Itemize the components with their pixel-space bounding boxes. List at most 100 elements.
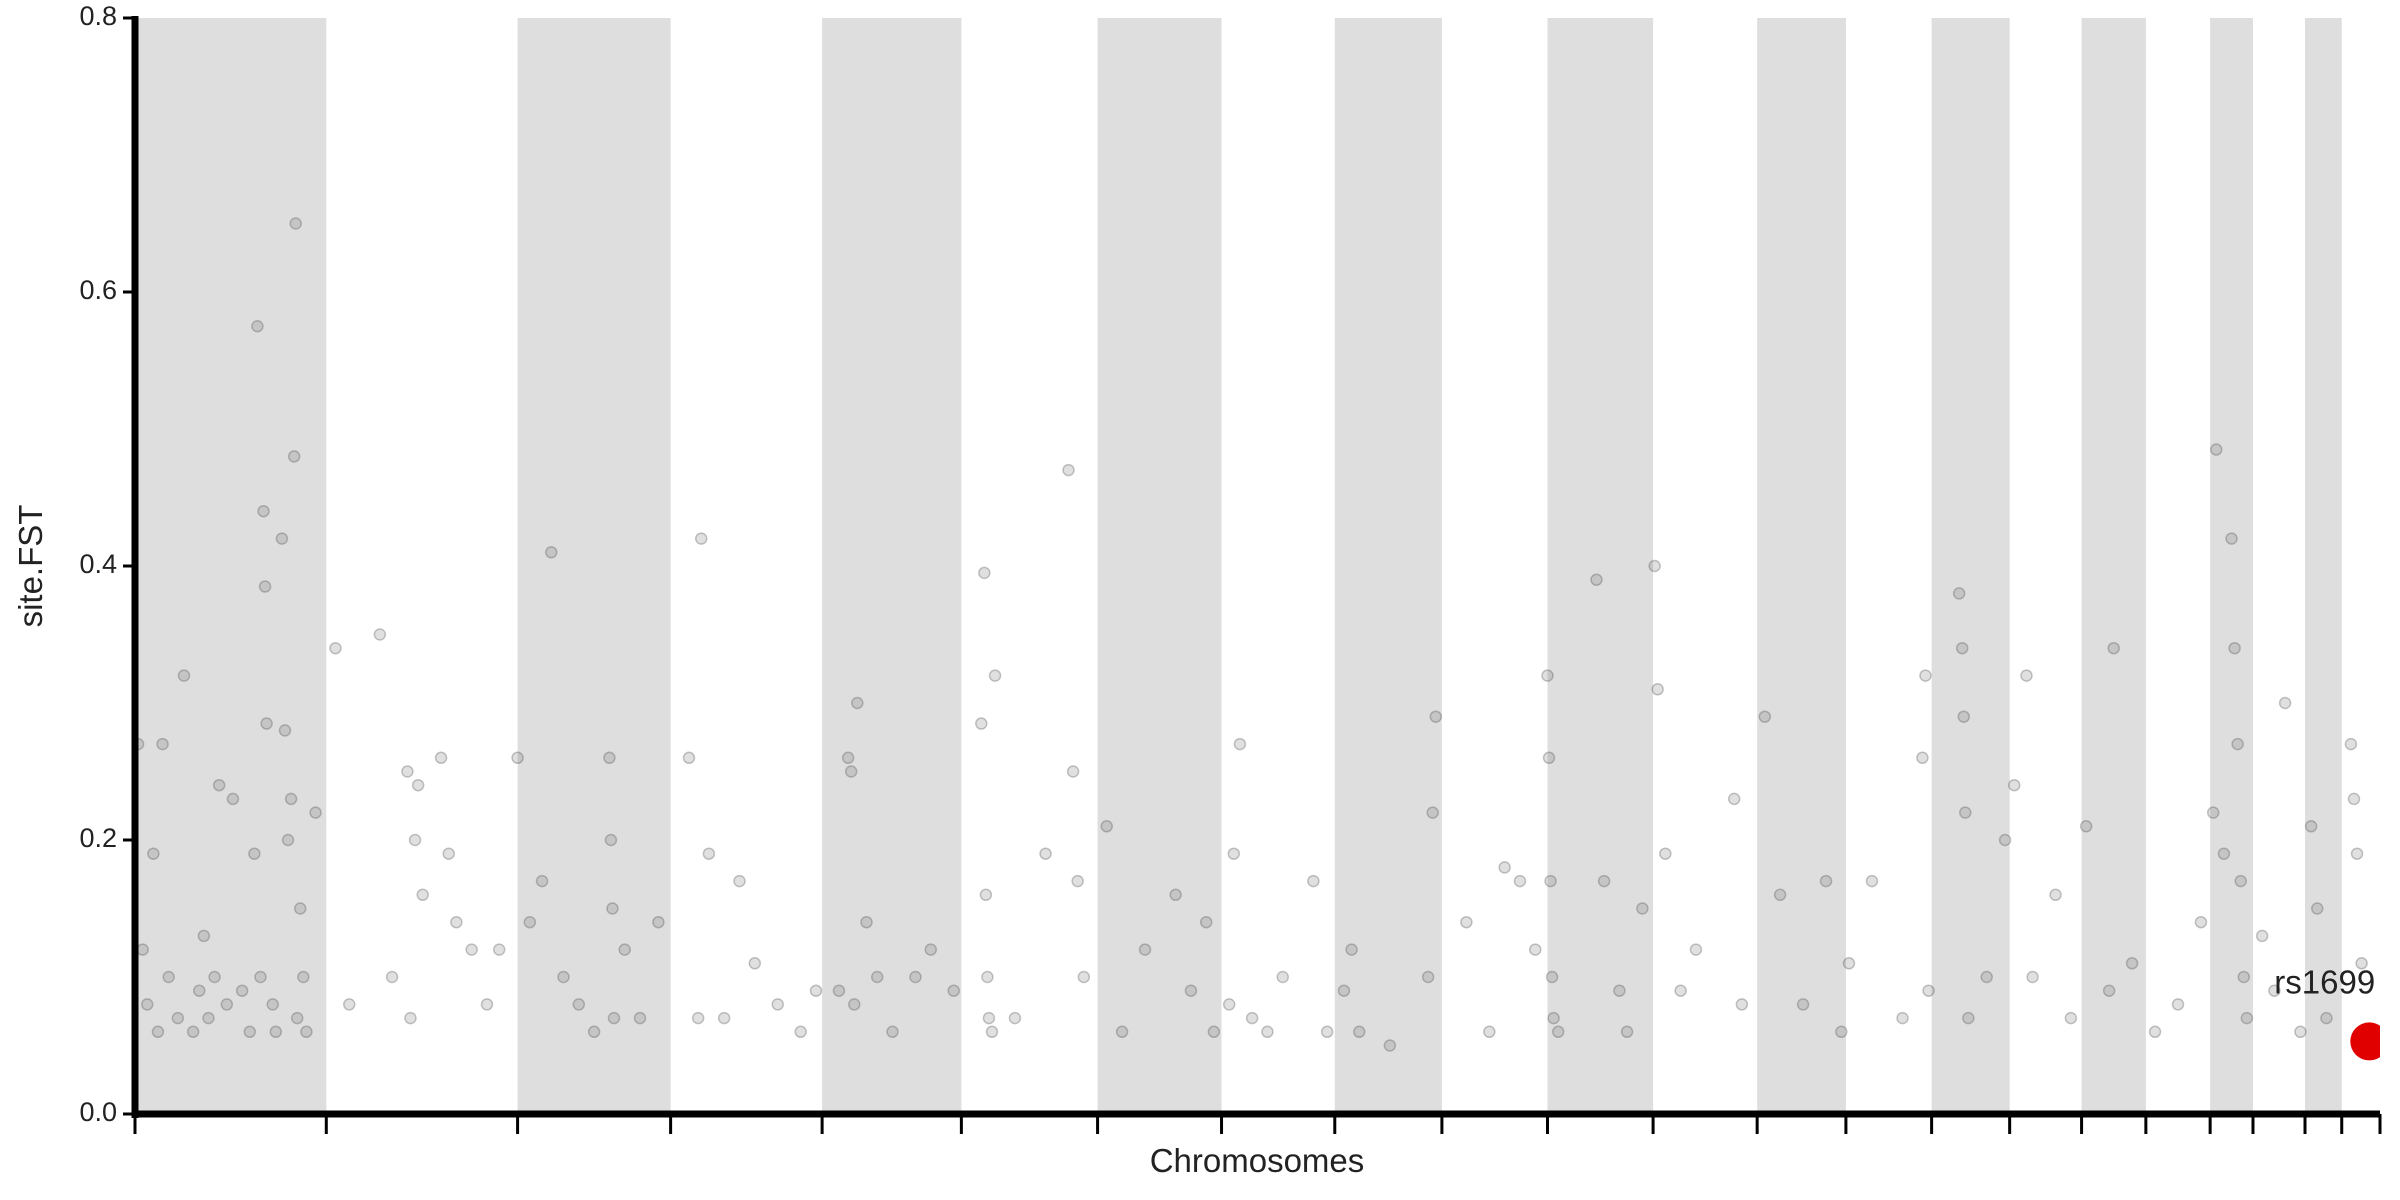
point <box>1421 970 1435 984</box>
point <box>290 1011 304 1025</box>
chromosome-band <box>135 18 327 1114</box>
point <box>1819 874 1833 888</box>
point <box>258 580 272 593</box>
point <box>1689 943 1703 956</box>
point <box>841 751 855 765</box>
point <box>978 566 991 580</box>
point <box>2064 1011 2078 1025</box>
point <box>545 546 558 559</box>
point <box>572 998 586 1011</box>
point <box>1735 998 1749 1011</box>
point <box>1426 806 1439 819</box>
point <box>947 984 960 997</box>
point <box>1077 970 1091 984</box>
point <box>289 217 302 230</box>
point <box>309 806 322 819</box>
point <box>329 641 342 655</box>
point <box>1916 751 1929 765</box>
point <box>1345 943 1358 956</box>
point <box>844 765 858 778</box>
point <box>1620 1025 1634 1039</box>
point <box>794 1025 807 1039</box>
point <box>633 1011 647 1025</box>
point <box>260 717 273 730</box>
point <box>140 998 154 1011</box>
point <box>587 1025 601 1039</box>
point <box>1062 463 1075 477</box>
chromosome-band <box>2210 18 2253 1114</box>
point <box>251 320 264 333</box>
point <box>401 765 414 778</box>
point <box>1551 1025 1565 1039</box>
chromosome-band <box>517 18 671 1114</box>
point <box>1773 888 1787 902</box>
point <box>385 970 399 984</box>
point <box>202 1011 215 1025</box>
point <box>717 1011 731 1025</box>
point <box>287 450 301 463</box>
highlight-label: rs1699 <box>2274 963 2375 1000</box>
point <box>1547 1011 1560 1025</box>
point <box>2228 641 2241 655</box>
point <box>988 669 1002 682</box>
point <box>1169 888 1182 902</box>
point <box>1199 915 1213 929</box>
y-tick-label: 0.2 <box>79 823 117 853</box>
point <box>465 943 478 956</box>
point <box>1222 998 1236 1011</box>
point <box>886 1025 899 1039</box>
point <box>2355 957 2368 970</box>
point <box>652 915 665 929</box>
point <box>851 696 864 710</box>
point <box>1071 874 1084 888</box>
point <box>186 1025 200 1039</box>
point <box>294 902 307 915</box>
point <box>197 929 211 943</box>
point <box>1207 1025 1221 1039</box>
axes: 0.0 0.2 0.4 0.6 0.8 <box>79 1 2382 1134</box>
point <box>1320 1025 1334 1039</box>
point <box>2240 1011 2254 1025</box>
point <box>1998 833 2012 847</box>
point <box>297 970 310 984</box>
point <box>269 1025 283 1039</box>
point <box>1513 874 1527 888</box>
point <box>2320 1011 2333 1025</box>
point <box>1138 943 1152 956</box>
point <box>480 998 494 1011</box>
point <box>416 888 429 902</box>
point <box>985 1025 999 1039</box>
point <box>1659 847 1672 860</box>
point <box>511 751 524 765</box>
point <box>408 833 422 847</box>
point <box>2210 443 2223 456</box>
point <box>1541 669 1554 682</box>
point <box>1227 847 1241 860</box>
point <box>248 847 261 860</box>
point <box>1383 1039 1397 1052</box>
point <box>266 998 279 1011</box>
point <box>1337 984 1351 997</box>
point <box>254 970 267 984</box>
point <box>1429 710 1443 723</box>
point <box>2347 792 2361 806</box>
point <box>1648 559 1661 573</box>
point <box>281 833 295 847</box>
point <box>2268 984 2281 997</box>
point <box>278 724 292 737</box>
point <box>535 874 549 888</box>
x-axis-label: Chromosomes <box>1150 1142 1365 1179</box>
point <box>2008 778 2021 792</box>
point <box>975 717 988 730</box>
point <box>1460 915 1473 929</box>
y-tick-label: 0.6 <box>79 275 117 305</box>
point <box>1261 1025 1274 1039</box>
point <box>2049 888 2062 902</box>
point <box>2171 998 2185 1011</box>
point <box>275 532 289 545</box>
point <box>147 847 160 860</box>
point <box>404 1011 417 1025</box>
point <box>1498 861 1511 874</box>
point <box>1529 943 1542 956</box>
point <box>162 970 175 984</box>
